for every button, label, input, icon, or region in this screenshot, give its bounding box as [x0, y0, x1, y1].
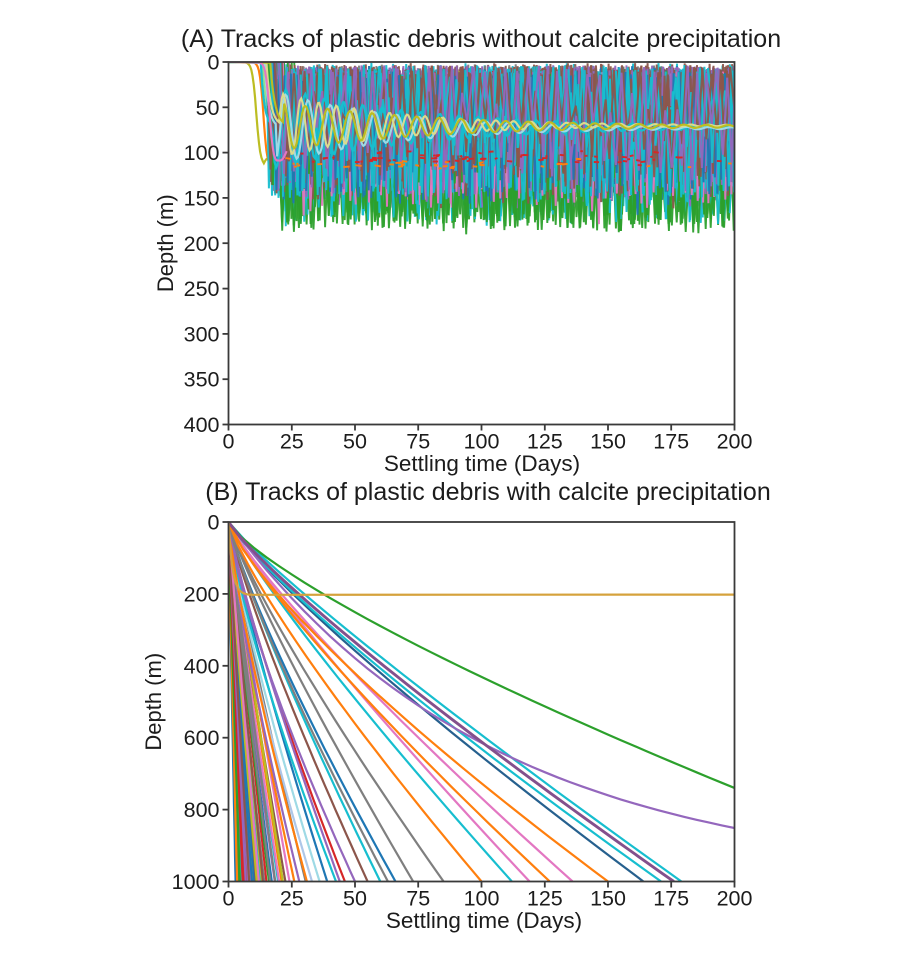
svg-text:0: 0 [208, 511, 220, 535]
svg-text:50: 50 [343, 430, 367, 454]
svg-text:150: 150 [184, 186, 220, 210]
svg-text:600: 600 [184, 726, 220, 750]
svg-text:75: 75 [406, 887, 430, 911]
svg-text:(A) Tracks of plastic debris w: (A) Tracks of plastic debris without cal… [181, 25, 781, 53]
svg-text:Depth (m): Depth (m) [153, 194, 178, 292]
svg-text:175: 175 [653, 887, 689, 911]
svg-text:150: 150 [590, 430, 626, 454]
svg-text:50: 50 [343, 887, 367, 911]
svg-text:800: 800 [184, 798, 220, 822]
svg-text:(B) Tracks of plastic debris w: (B) Tracks of plastic debris with calcit… [205, 478, 771, 506]
svg-text:100: 100 [184, 141, 220, 165]
svg-text:350: 350 [184, 368, 220, 392]
svg-text:75: 75 [406, 430, 430, 454]
svg-text:Settling time (Days): Settling time (Days) [384, 451, 580, 476]
svg-text:200: 200 [717, 887, 753, 911]
svg-text:125: 125 [527, 887, 563, 911]
svg-text:Depth (m): Depth (m) [141, 653, 166, 751]
svg-text:0: 0 [223, 887, 235, 911]
svg-text:1000: 1000 [172, 870, 220, 894]
svg-text:0: 0 [208, 51, 220, 75]
svg-text:200: 200 [184, 582, 220, 606]
svg-text:200: 200 [717, 430, 753, 454]
svg-text:25: 25 [280, 430, 304, 454]
svg-text:250: 250 [184, 277, 220, 301]
svg-text:175: 175 [653, 430, 689, 454]
svg-text:50: 50 [196, 96, 220, 120]
svg-text:300: 300 [184, 322, 220, 346]
svg-text:100: 100 [464, 887, 500, 911]
svg-text:100: 100 [464, 430, 500, 454]
svg-text:400: 400 [184, 654, 220, 678]
svg-text:Settling time (Days): Settling time (Days) [386, 908, 582, 933]
svg-text:125: 125 [527, 430, 563, 454]
svg-text:150: 150 [590, 887, 626, 911]
svg-text:200: 200 [184, 232, 220, 256]
svg-text:0: 0 [223, 430, 235, 454]
svg-text:25: 25 [280, 887, 304, 911]
svg-text:400: 400 [184, 413, 220, 437]
